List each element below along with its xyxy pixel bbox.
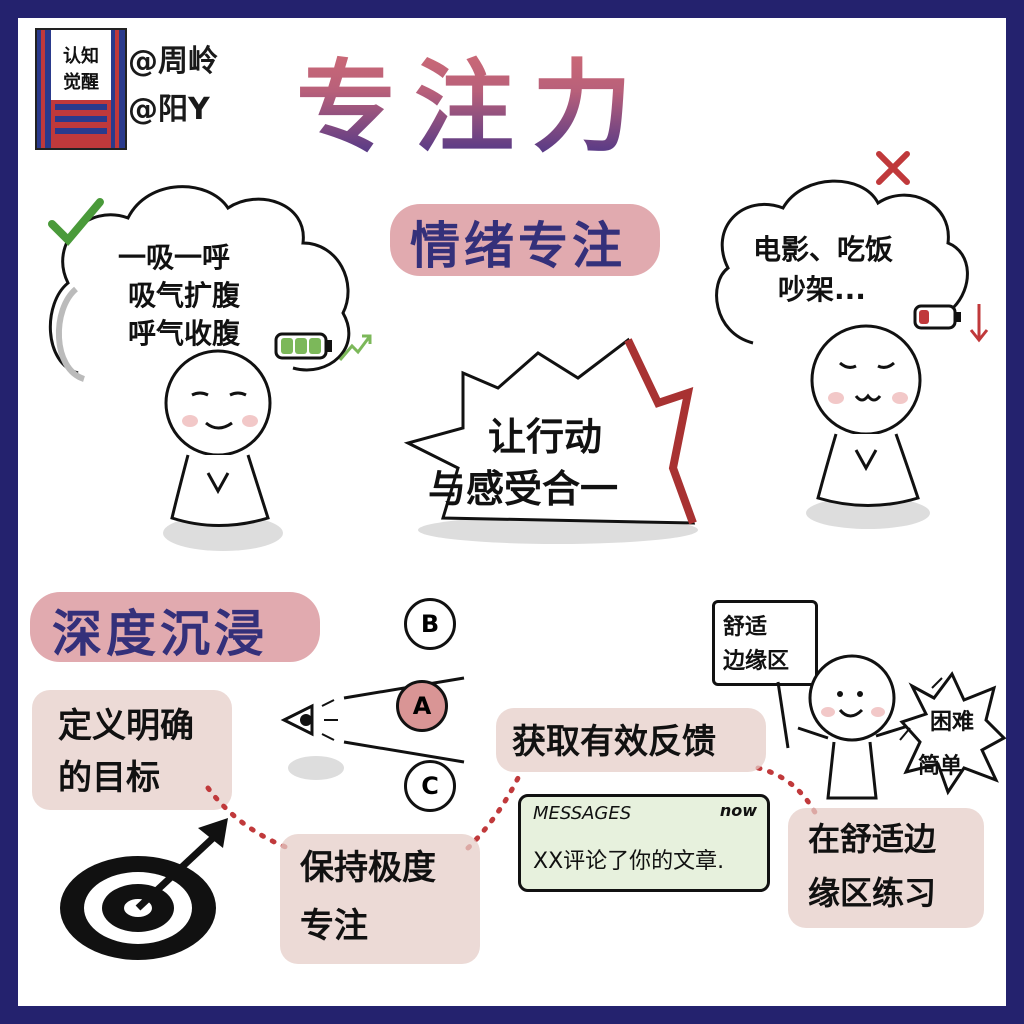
meditating-figure-calm [163, 349, 283, 551]
breath-line-1: 一吸一呼 [118, 241, 231, 274]
option-c: C [404, 760, 456, 812]
page-title: 专注力 [296, 26, 650, 171]
cross-icon [876, 151, 910, 185]
goal-line-2: 的目标 [58, 758, 160, 798]
target-icon [60, 818, 228, 960]
focus-line-2: 专注 [300, 906, 368, 946]
goal-line-1: 定义明确 [58, 706, 194, 746]
book-title-line-1: 认知 [63, 46, 99, 67]
message-time: now [719, 801, 757, 820]
difficulty-burst [899, 671, 1007, 796]
hard-label: 困难 [930, 710, 975, 735]
practice-figure [776, 654, 909, 800]
center-bubble-line-2: 与感受合一 [428, 467, 619, 511]
message-app: MESSAGES [533, 803, 632, 824]
feedback-highlight [496, 708, 766, 772]
emotion-heading-highlight [390, 204, 660, 276]
author-credit: @周岭 [128, 44, 218, 79]
deep-heading: 深度沉浸 [52, 605, 268, 663]
distraction-line-1: 电影、吃饭 [753, 233, 894, 266]
right-thought-cloud [715, 179, 969, 345]
deep-heading-highlight [30, 592, 320, 662]
practice-line-1: 在舒适边 [808, 820, 937, 858]
book-stripes [37, 30, 125, 148]
message-text: XX评论了你的文章. [533, 849, 725, 874]
check-icon [48, 198, 104, 246]
message-card: MESSAGES now XX评论了你的文章. [518, 794, 770, 892]
book-cover: 认知 觉醒 [35, 28, 127, 150]
practice-line-2: 缘区练习 [808, 874, 937, 912]
focus-highlight [280, 834, 480, 964]
goal-highlight [32, 690, 232, 810]
center-bubble-line-1: 让行动 [488, 415, 603, 459]
easy-label: 简单 [918, 754, 963, 779]
comfort-sign: 舒适 边缘区 [712, 600, 818, 686]
left-thought-cloud [48, 185, 351, 382]
practice-highlight [788, 808, 984, 928]
breath-line-2: 吸气扩腹 [128, 279, 241, 312]
center-burst-bubble [403, 337, 698, 544]
focus-line-1: 保持极度 [300, 848, 436, 888]
meditating-figure-distracted [806, 324, 930, 529]
eye-focus-lines [280, 676, 465, 780]
battery-low-icon [913, 304, 989, 343]
option-a: A [396, 680, 448, 732]
comfort-sign-line-1: 舒适 [723, 615, 768, 640]
poster-canvas: 认知 觉醒 @周岭 @阳Y 专注力 情绪专注 一吸一呼 吸气扩腹 呼气收腹 [18, 18, 1007, 1006]
illustrator-credit: @阳Y [128, 92, 210, 127]
battery-full-icon [274, 332, 372, 361]
feedback-text: 获取有效反馈 [512, 722, 716, 762]
comfort-sign-line-2: 边缘区 [723, 649, 790, 674]
option-b: B [404, 598, 456, 650]
breath-line-3: 呼气收腹 [128, 317, 241, 350]
emotion-heading: 情绪专注 [410, 217, 626, 275]
distraction-line-2: 吵架... [778, 273, 866, 306]
book-title-line-2: 觉醒 [63, 72, 99, 93]
